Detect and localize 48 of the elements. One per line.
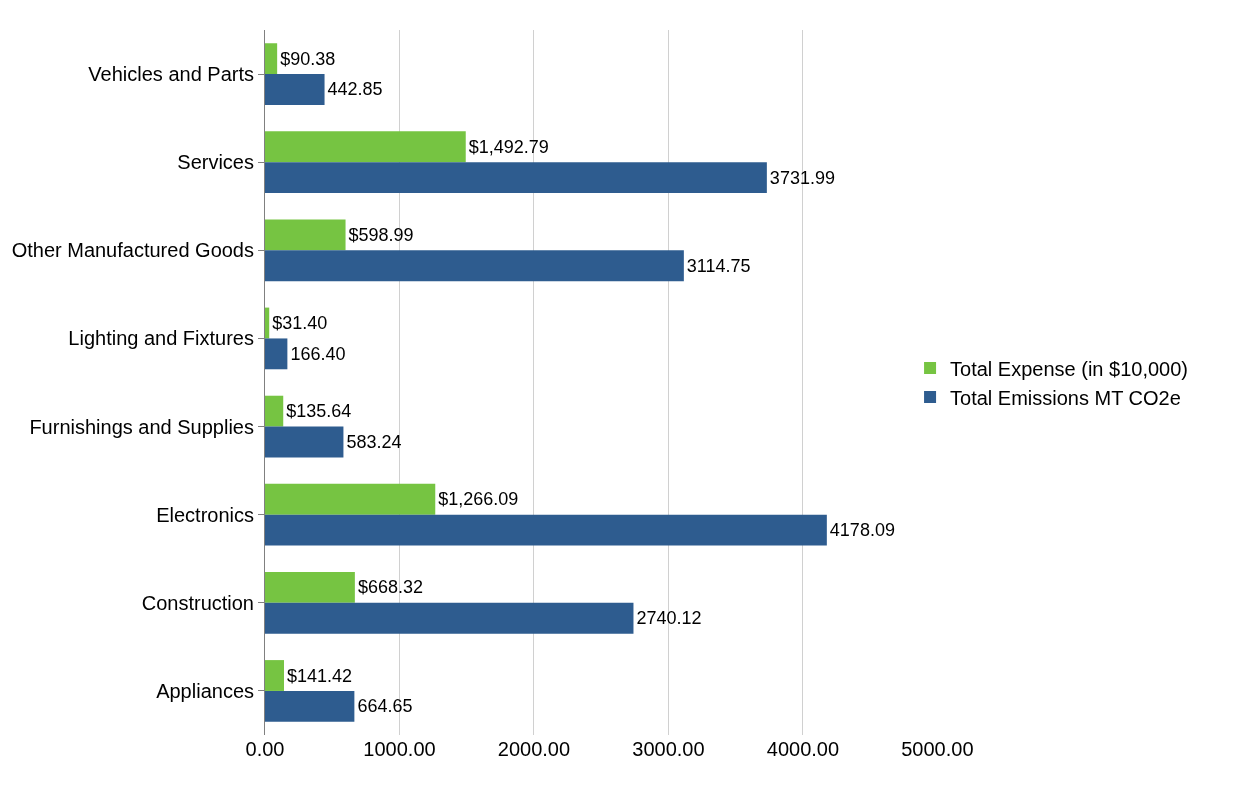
data-label: $141.42: [287, 665, 353, 686]
x-tick-label: 4000.00: [766, 738, 840, 760]
bar: [265, 162, 767, 194]
bar: [265, 338, 288, 370]
data-label: $90.38: [280, 48, 336, 69]
legend-label: Total Expense (in $10,000): [950, 357, 1188, 380]
data-label: 4178.09: [829, 520, 895, 541]
x-tick-label: 2000.00: [497, 738, 571, 760]
bar: [265, 250, 684, 282]
data-label: $31.40: [272, 313, 328, 334]
bar: [265, 131, 466, 163]
bar: [265, 426, 344, 458]
x-tick-label: 5000.00: [901, 738, 974, 760]
y-tick-label: Vehicles and Parts: [88, 63, 254, 86]
y-tick-label: Appliances: [156, 679, 254, 702]
x-tick-label: 3000.00: [632, 738, 705, 760]
data-label: 3731.99: [769, 167, 835, 188]
data-label: 2740.12: [636, 608, 702, 629]
y-tick-label: Furnishings and Supplies: [29, 415, 254, 438]
bar: [265, 74, 325, 105]
data-label: 583.24: [346, 431, 402, 452]
data-label: 3114.75: [686, 255, 751, 276]
legend-label: Total Emissions MT CO2e: [950, 386, 1181, 409]
bar: [265, 43, 278, 75]
bar: [265, 514, 827, 546]
data-label: $1,492.79: [468, 136, 549, 157]
bar: [265, 602, 634, 634]
bar: [265, 395, 284, 427]
data-label: $1,266.09: [438, 489, 519, 510]
bar: [265, 307, 270, 339]
bar: [265, 690, 355, 722]
bar: [265, 219, 346, 251]
x-tick-label: 1000.00: [363, 738, 436, 760]
data-label: 442.85: [327, 79, 383, 100]
y-tick-label: Services: [177, 151, 254, 174]
bar: [265, 571, 355, 603]
data-label: $598.99: [348, 224, 414, 245]
data-label: $668.32: [357, 577, 423, 598]
x-tick-label: 0.00: [245, 738, 285, 760]
y-tick-label: Lighting and Fixtures: [68, 327, 254, 350]
data-label: 664.65: [357, 696, 413, 717]
y-tick-label: Electronics: [156, 503, 254, 526]
data-label: 166.40: [290, 343, 346, 364]
data-label: $135.64: [286, 401, 352, 422]
bar: [265, 660, 285, 691]
bar: [265, 483, 436, 515]
y-tick-label: Construction: [141, 591, 254, 614]
y-tick-label: Other Manufactured Goods: [11, 239, 254, 262]
